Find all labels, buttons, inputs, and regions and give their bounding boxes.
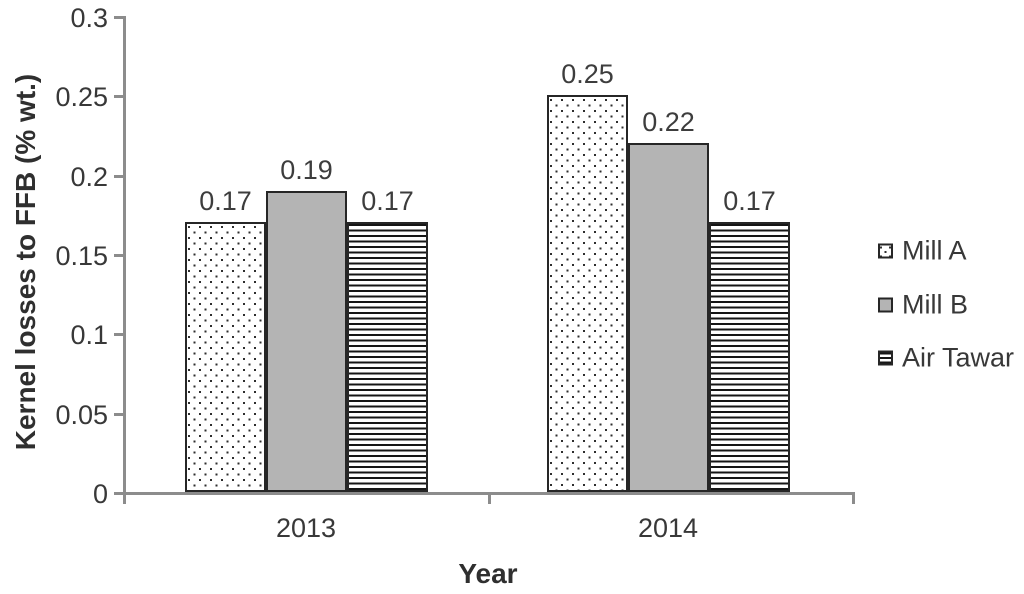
y-tick (114, 333, 123, 337)
legend-swatch-solid-gray-icon (878, 297, 893, 313)
legend: Mill A Mill B Air Tawar (872, 0, 1024, 594)
y-tick-label: 0.05 (55, 399, 108, 430)
legend-label: Air Tawar (902, 342, 1015, 373)
y-tick-label: 0 (92, 479, 108, 509)
bar-2014-mill-a (547, 95, 628, 492)
bar-value-label: 0.22 (642, 107, 695, 137)
y-tick (114, 412, 123, 416)
category-label-2013: 2013 (275, 513, 337, 543)
x-tick (488, 492, 491, 504)
bar-2014-mill-b (628, 143, 709, 492)
bar-2013-mill-b (266, 191, 347, 492)
legend-item-mill-a: Mill A (878, 236, 967, 267)
y-tick (114, 492, 123, 495)
x-tick (852, 492, 855, 504)
y-tick (114, 174, 123, 178)
category-label-2014: 2014 (637, 513, 699, 543)
legend-item-air-tawar: Air Tawar (878, 343, 1014, 374)
y-tick (114, 254, 123, 257)
y-tick-label: 0.15 (55, 241, 108, 271)
x-axis-title: Year (458, 558, 518, 589)
x-tick (123, 492, 126, 504)
bar-value-label: 0.17 (199, 186, 252, 216)
legend-swatch-horizontal-lines-icon (878, 350, 893, 366)
bar-2014-air-tawar (709, 222, 790, 492)
y-tick-label: 0.3 (70, 3, 108, 33)
legend-label: Mill A (902, 235, 967, 266)
bar-value-label: 0.19 (280, 155, 333, 185)
bar-value-label: 0.25 (561, 59, 614, 89)
legend-label: Mill B (902, 289, 968, 320)
bar-2013-mill-a (185, 222, 266, 492)
legend-swatch-dots-icon (878, 243, 893, 259)
bar-value-label: 0.17 (723, 186, 776, 216)
y-axis-line (123, 16, 126, 495)
legend-item-mill-b: Mill B (878, 290, 968, 321)
y-tick (114, 95, 123, 99)
bar-2013-air-tawar (347, 222, 428, 492)
y-tick-label: 0.1 (70, 320, 108, 351)
bar-value-label: 0.17 (361, 186, 414, 216)
y-tick-label: 0.2 (70, 161, 108, 192)
y-tick-label: 0.25 (55, 82, 108, 113)
y-tick (114, 16, 123, 19)
